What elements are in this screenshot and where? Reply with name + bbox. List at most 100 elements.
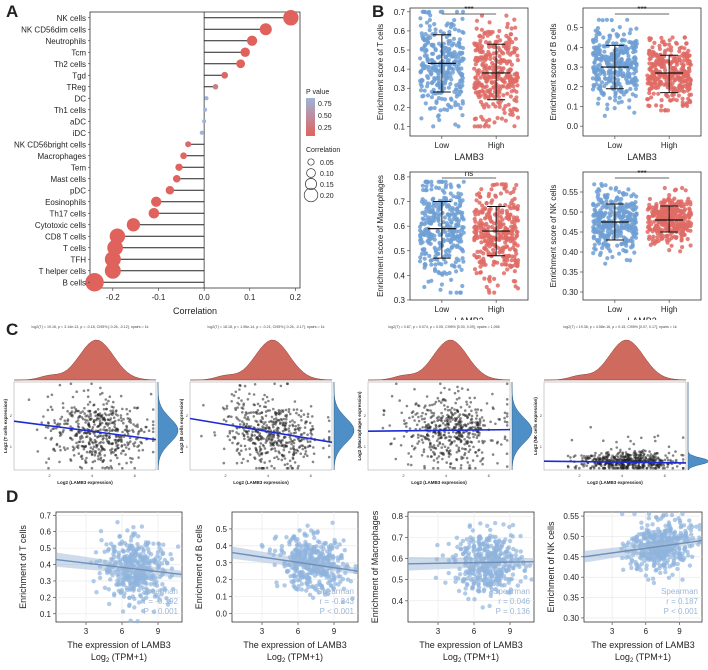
data-point bbox=[102, 448, 106, 451]
data-point bbox=[106, 422, 109, 425]
data-point bbox=[433, 453, 436, 456]
data-point bbox=[448, 465, 452, 469]
y-tick-label: 2 bbox=[540, 413, 543, 418]
data-point bbox=[92, 404, 95, 407]
data-point bbox=[601, 459, 605, 462]
data-point bbox=[251, 430, 254, 433]
data-point bbox=[596, 197, 601, 202]
data-point bbox=[285, 466, 289, 470]
data-point bbox=[648, 74, 653, 79]
data-point bbox=[478, 417, 482, 421]
data-point bbox=[438, 424, 441, 427]
data-point bbox=[472, 236, 477, 241]
data-point bbox=[427, 409, 430, 412]
lollipop-dot bbox=[202, 107, 208, 112]
data-point bbox=[627, 98, 632, 103]
data-point bbox=[258, 445, 262, 449]
data-point bbox=[61, 406, 65, 409]
data-point bbox=[490, 183, 495, 188]
data-point bbox=[685, 88, 690, 93]
data-point bbox=[682, 212, 687, 217]
data-point bbox=[585, 464, 588, 468]
data-point bbox=[657, 43, 662, 48]
data-point bbox=[431, 403, 434, 407]
data-point bbox=[47, 466, 50, 470]
data-point bbox=[474, 466, 477, 470]
data-point bbox=[306, 440, 310, 444]
data-point bbox=[71, 395, 75, 399]
data-point bbox=[638, 450, 641, 453]
data-point bbox=[615, 440, 618, 444]
data-point bbox=[271, 447, 274, 450]
data-point bbox=[422, 248, 427, 253]
sig-label: *** bbox=[464, 5, 473, 14]
data-point bbox=[471, 432, 475, 436]
data-point bbox=[663, 82, 668, 87]
data-point bbox=[99, 444, 103, 448]
y-tick-label: 0.30 bbox=[562, 288, 578, 297]
data-point bbox=[569, 456, 572, 459]
data-point bbox=[421, 441, 425, 444]
data-point bbox=[393, 437, 396, 440]
data-point bbox=[652, 454, 655, 457]
data-point bbox=[454, 52, 459, 57]
data-point bbox=[432, 411, 436, 415]
data-point bbox=[98, 412, 102, 415]
data-point bbox=[678, 227, 683, 232]
data-point bbox=[615, 234, 620, 239]
y-tick-label: 0.1 bbox=[567, 102, 579, 111]
data-point bbox=[682, 224, 687, 229]
data-point bbox=[252, 415, 256, 418]
category-label: TFH bbox=[70, 255, 86, 264]
data-point bbox=[460, 101, 465, 106]
data-point bbox=[481, 439, 484, 443]
data-point bbox=[91, 447, 95, 451]
data-point bbox=[478, 99, 483, 104]
data-point bbox=[428, 241, 433, 246]
data-point bbox=[474, 198, 479, 203]
x-tick-label: 2 bbox=[578, 473, 581, 478]
y-axis-title: Log2 (Macrophages expression) bbox=[357, 391, 362, 461]
data-point bbox=[646, 454, 650, 457]
data-point bbox=[438, 29, 443, 34]
data-point bbox=[121, 407, 124, 411]
data-point bbox=[382, 413, 386, 416]
data-point bbox=[632, 110, 637, 115]
data-point bbox=[117, 418, 120, 422]
top-density bbox=[14, 339, 157, 381]
data-point bbox=[623, 249, 628, 254]
data-point bbox=[508, 239, 513, 244]
data-point bbox=[256, 409, 260, 412]
x-tick-label: 6 bbox=[488, 473, 491, 478]
data-point bbox=[681, 454, 685, 457]
data-point bbox=[262, 444, 266, 448]
data-point bbox=[508, 73, 513, 79]
x-tick-label: 0.1 bbox=[244, 293, 256, 302]
data-point bbox=[472, 66, 477, 71]
lollipop-dot bbox=[240, 47, 250, 57]
data-point bbox=[508, 108, 513, 113]
data-point bbox=[119, 414, 123, 417]
data-point bbox=[425, 81, 430, 86]
data-point bbox=[514, 215, 520, 220]
data-point bbox=[283, 424, 287, 427]
data-point bbox=[291, 423, 294, 427]
data-point bbox=[477, 221, 482, 226]
category-label: Tcm bbox=[71, 48, 86, 57]
size-tick-label: 0.20 bbox=[320, 193, 334, 200]
data-point bbox=[102, 403, 105, 406]
data-point bbox=[590, 454, 593, 458]
data-point bbox=[406, 463, 410, 466]
plot-frame bbox=[409, 171, 529, 301]
data-point bbox=[498, 191, 503, 196]
data-point bbox=[474, 271, 479, 276]
data-point bbox=[663, 466, 666, 470]
data-point bbox=[322, 446, 325, 450]
data-point bbox=[592, 242, 597, 247]
data-point bbox=[629, 439, 632, 443]
data-point bbox=[485, 227, 490, 232]
data-point bbox=[243, 416, 246, 419]
data-point bbox=[90, 440, 94, 444]
data-point bbox=[636, 453, 639, 457]
data-point bbox=[88, 437, 92, 440]
